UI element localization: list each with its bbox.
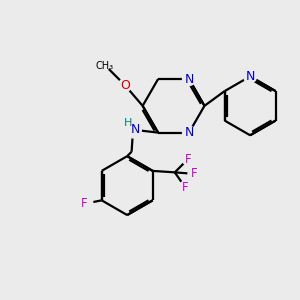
Circle shape bbox=[244, 70, 256, 83]
Circle shape bbox=[81, 197, 93, 209]
Text: F: F bbox=[81, 197, 87, 210]
Text: F: F bbox=[182, 181, 188, 194]
Text: F: F bbox=[185, 153, 191, 166]
Text: O: O bbox=[120, 79, 130, 92]
Circle shape bbox=[125, 122, 141, 138]
Text: H: H bbox=[124, 118, 132, 128]
Circle shape bbox=[118, 79, 131, 92]
Text: F: F bbox=[190, 167, 197, 180]
Text: N: N bbox=[245, 70, 255, 83]
Circle shape bbox=[182, 126, 196, 139]
Circle shape bbox=[182, 153, 194, 165]
Circle shape bbox=[182, 73, 196, 85]
Text: CH₃: CH₃ bbox=[95, 61, 113, 71]
Text: N: N bbox=[184, 126, 194, 139]
Text: N: N bbox=[184, 73, 194, 85]
Text: N: N bbox=[131, 123, 140, 136]
Circle shape bbox=[179, 181, 191, 193]
Circle shape bbox=[188, 168, 200, 180]
